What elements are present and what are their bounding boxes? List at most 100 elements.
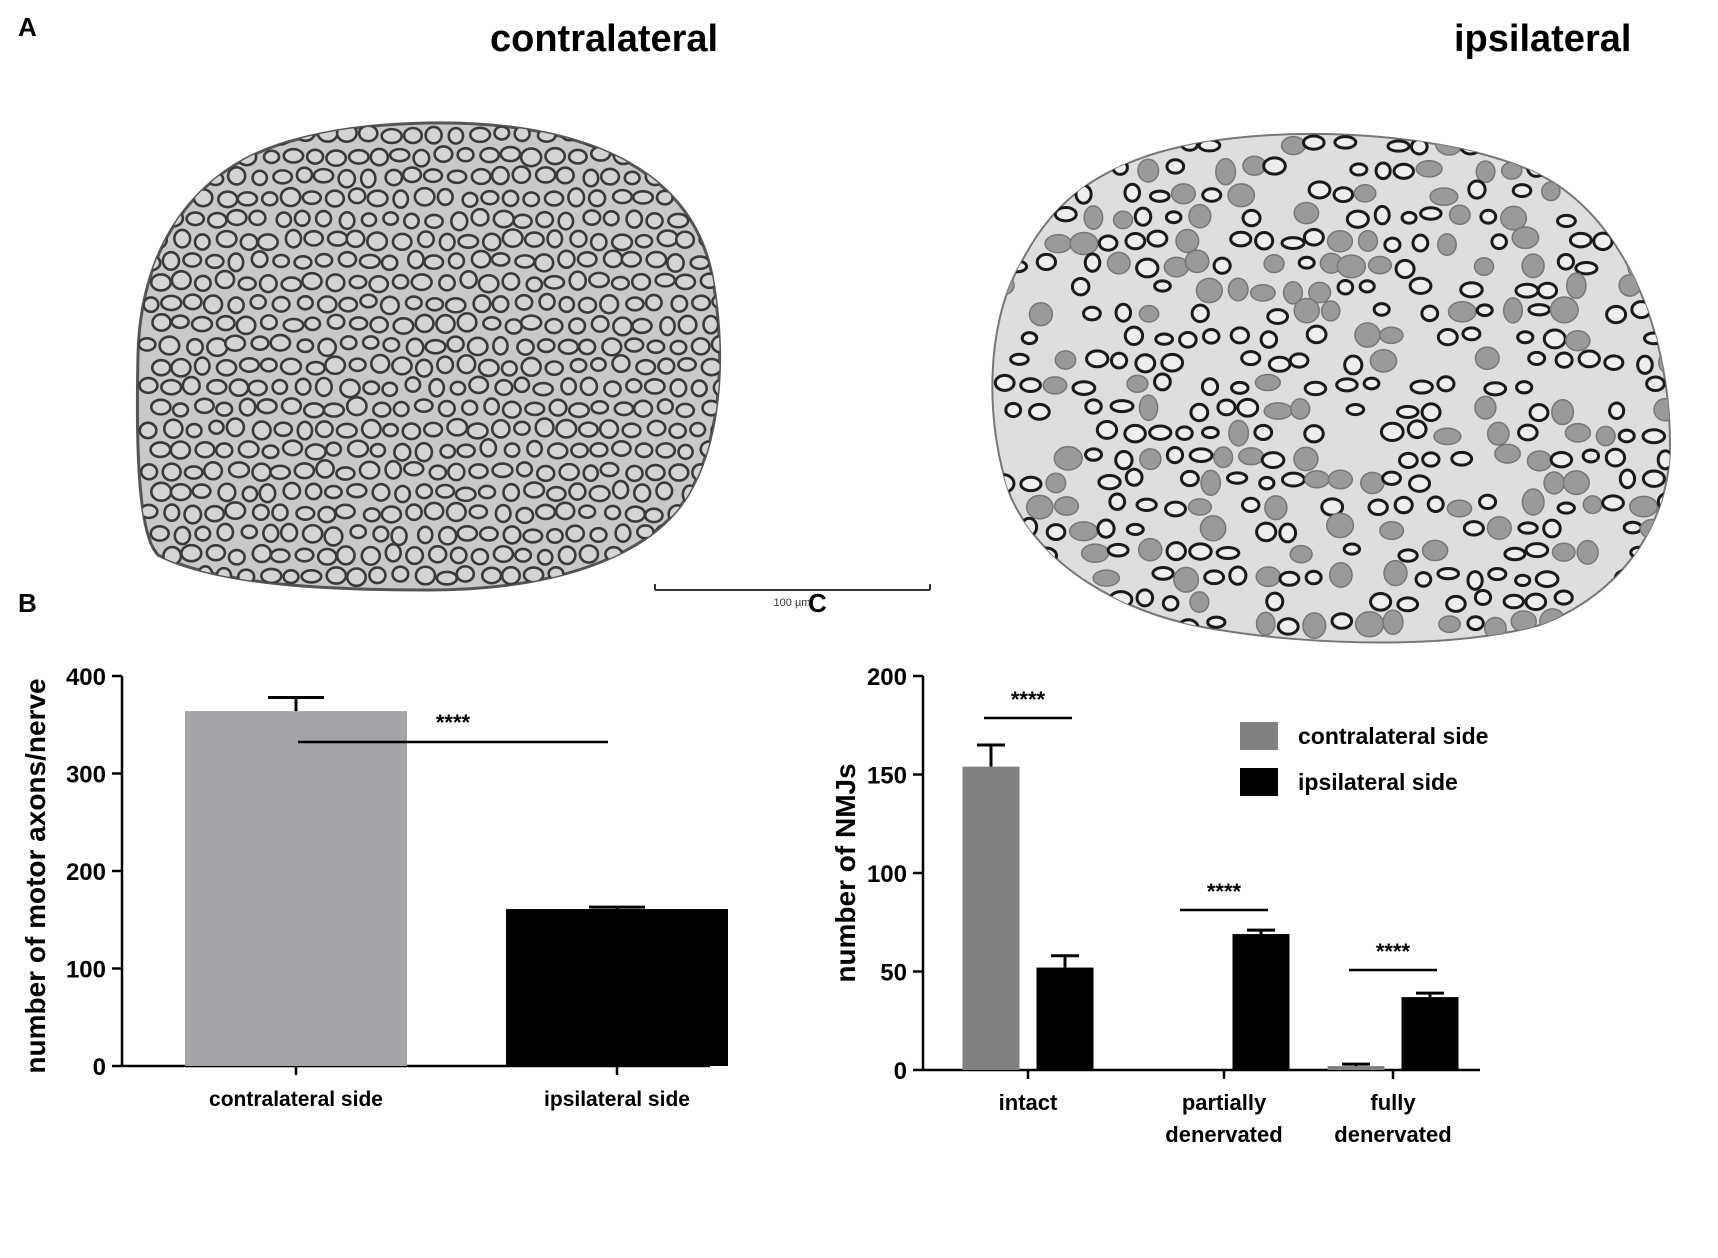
y-axis-label: number of NMJs	[830, 763, 861, 982]
axon-ipsilateral	[1278, 570, 1301, 587]
axon-ipsilateral	[997, 185, 1018, 203]
axon-contralateral	[260, 191, 279, 207]
axon-ipsilateral	[1045, 523, 1067, 541]
axon-contralateral	[348, 316, 369, 331]
micrograph-contralateral	[135, 121, 722, 592]
axon-contralateral	[546, 229, 564, 249]
axon-contralateral	[645, 127, 664, 145]
axon-contralateral	[262, 149, 281, 165]
axon-ipsilateral	[1006, 541, 1028, 561]
axon-contralateral	[667, 212, 690, 229]
degenerated-axon	[1175, 228, 1200, 254]
axon-contralateral	[514, 293, 534, 311]
axon-contralateral	[334, 503, 356, 520]
axon-ipsilateral	[1332, 186, 1355, 204]
axon-contralateral	[676, 147, 699, 167]
axon-contralateral	[259, 314, 279, 331]
axon-contralateral	[603, 380, 622, 398]
axon-ipsilateral	[1536, 281, 1559, 300]
axon-contralateral	[241, 485, 259, 503]
axon-contralateral	[305, 360, 326, 376]
axon-contralateral	[280, 397, 303, 415]
axon-ipsilateral	[1020, 516, 1039, 538]
axon-contralateral	[534, 417, 555, 438]
axon-contralateral	[314, 209, 333, 228]
degenerated-axon	[1187, 498, 1213, 516]
axon-ipsilateral	[1083, 252, 1102, 273]
axon-contralateral	[500, 360, 518, 377]
degenerated-axon	[1551, 542, 1576, 562]
axon-contralateral	[501, 189, 520, 208]
axon-ipsilateral	[1302, 227, 1325, 247]
axon-contralateral	[250, 250, 269, 269]
axon-contralateral	[316, 295, 338, 314]
axon-contralateral	[186, 168, 204, 189]
axon-contralateral	[394, 484, 412, 504]
axon-ipsilateral	[1123, 325, 1145, 346]
micrograph-ipsilateral	[991, 133, 1672, 644]
axon-ipsilateral	[1618, 468, 1637, 490]
axon-contralateral	[590, 315, 610, 333]
axon-contralateral	[193, 356, 211, 376]
axon-contralateral	[323, 526, 344, 547]
axon-contralateral	[149, 273, 172, 292]
degenerated-axon	[1619, 231, 1644, 250]
axon-contralateral	[181, 123, 204, 144]
axon-contralateral	[645, 463, 666, 482]
axon-contralateral	[335, 466, 356, 481]
axon-ipsilateral	[1358, 279, 1376, 294]
degenerated-axon	[1126, 374, 1149, 393]
axon-contralateral	[236, 191, 259, 207]
axon-contralateral	[514, 254, 536, 269]
degenerated-axon	[1543, 133, 1567, 156]
axon-contralateral	[294, 547, 315, 563]
axon-ipsilateral	[1164, 210, 1183, 225]
axon-ipsilateral	[1004, 401, 1023, 419]
degenerated-axon	[1593, 183, 1618, 205]
axon-contralateral	[339, 378, 361, 399]
axon-contralateral	[677, 314, 698, 335]
axon-contralateral	[423, 254, 445, 271]
axon-ipsilateral	[1406, 419, 1428, 440]
axon-contralateral	[610, 440, 632, 457]
axon-contralateral	[444, 296, 467, 314]
axon-contralateral	[577, 504, 597, 520]
axon-contralateral	[614, 523, 632, 544]
degenerated-axon	[1092, 569, 1121, 587]
axon-contralateral	[314, 252, 334, 268]
degenerated-axon	[1447, 300, 1477, 323]
axon-ipsilateral	[1254, 230, 1275, 251]
axon-contralateral	[532, 381, 555, 397]
axon-contralateral	[424, 125, 443, 145]
axon-contralateral	[445, 501, 467, 523]
axon-contralateral	[492, 544, 515, 564]
axon-contralateral	[466, 336, 489, 357]
axon-contralateral	[582, 168, 600, 188]
degenerated-axon	[1383, 559, 1408, 587]
axon-contralateral	[322, 402, 346, 418]
degenerated-axon	[1473, 256, 1495, 276]
degenerated-axon	[1475, 160, 1496, 184]
axon-ipsilateral	[1236, 397, 1260, 418]
x-tick-label: ipsilateral side	[544, 1088, 690, 1111]
axon-contralateral	[357, 124, 379, 143]
degenerated-axon	[1565, 330, 1591, 352]
axon-contralateral	[545, 485, 567, 502]
axon-contralateral	[226, 166, 247, 186]
axon-ipsilateral	[1071, 380, 1097, 396]
axon-contralateral	[611, 353, 631, 374]
axon-contralateral	[205, 543, 227, 562]
axon-ipsilateral	[1126, 133, 1146, 151]
axon-ipsilateral	[1592, 138, 1614, 158]
axon-contralateral	[393, 442, 412, 462]
axon-ipsilateral	[1397, 451, 1419, 470]
degenerated-axon	[1437, 233, 1457, 256]
axon-contralateral	[337, 168, 357, 189]
panel-label-b: B	[18, 588, 37, 618]
axon-contralateral	[170, 270, 192, 291]
axon-contralateral	[470, 167, 492, 186]
axon-contralateral	[468, 504, 489, 520]
axon-contralateral	[501, 228, 524, 248]
degenerated-axon	[1227, 277, 1249, 302]
x-tick-label: fully denervated	[1334, 1090, 1451, 1147]
